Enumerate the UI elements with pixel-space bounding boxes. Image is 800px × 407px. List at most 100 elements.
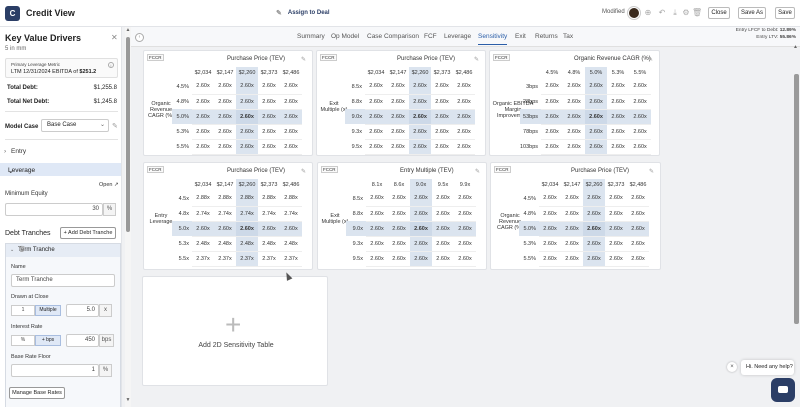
table-header-row: 8.1x 8.6x 9.0x 9.5x 9.9x [346, 179, 476, 191]
column-header: $2,147 [389, 70, 407, 76]
table-cell: 2.60x [258, 124, 280, 140]
tab-op-model[interactable]: Op Model [331, 33, 360, 40]
scrollbar-thumb[interactable] [126, 37, 130, 232]
add-sensitivity-table-label: Add 2D Sensitivity Table [198, 342, 274, 349]
scroll-up-icon[interactable]: ▲ [793, 44, 798, 50]
edit-icon[interactable]: ✎ [300, 169, 306, 175]
column-header: 5.0% [585, 67, 608, 79]
main-scrollbar[interactable]: ▲ [793, 44, 799, 407]
edit-icon[interactable]: ✎ [474, 169, 480, 175]
table-cell: 2.74x [192, 206, 214, 222]
table-row: 8.8x 2.60x 2.60x 2.60x 2.60x 2.60x [346, 206, 476, 222]
table-cell: 2.37x [280, 251, 302, 267]
name-label: Name [11, 264, 26, 270]
table-cell: 2.60x [410, 191, 432, 207]
row-header: 53bps [520, 109, 542, 124]
edit-icon[interactable]: ✎ [112, 123, 118, 130]
edit-icon[interactable]: ✎ [473, 57, 479, 63]
save-as-button[interactable]: Save As [738, 7, 766, 19]
close-icon[interactable]: ✕ [111, 33, 118, 42]
tab-leverage[interactable]: Leverage [444, 33, 472, 40]
table-row: 5.5% 2.60x 2.60x 2.60x 2.60x 2.60x [519, 251, 649, 267]
section-entry[interactable]: › Entry [4, 148, 26, 155]
chat-close-icon[interactable]: × [727, 362, 737, 372]
drawn-unit-toggle[interactable]: 1 [11, 305, 35, 316]
tab-case-comparison[interactable]: Case Comparison [367, 33, 420, 40]
row-header: 8.5x [352, 195, 363, 202]
table-column-title: Purchase Price (TEV) [227, 168, 286, 174]
close-button[interactable]: Close [708, 7, 730, 19]
manage-base-rates-button[interactable]: Manage Base Rates [9, 387, 65, 399]
tab-tax[interactable]: Tax [563, 33, 574, 40]
column-header: $2,147 [216, 70, 234, 76]
pencil-icon: ✎ [276, 10, 282, 17]
trash-icon[interactable]: 🗑 [18, 247, 26, 253]
table-row: 4.8% 2.60x 2.60x 2.60x 2.60x 2.60x [519, 206, 649, 222]
edit-icon[interactable]: ✎ [647, 57, 653, 63]
column-header: $2,034 [541, 182, 559, 188]
table-cell: 2.74x [236, 206, 258, 222]
add-debt-tranche-button[interactable]: + Add Debt Tranche [60, 227, 116, 239]
scroll-up-icon[interactable]: ▲ [125, 27, 131, 33]
table-row: 5.0x 2.60x 2.60x 2.60x 2.60x 2.60x [172, 221, 302, 237]
scrollbar-thumb[interactable] [794, 74, 799, 324]
row-header: 5.5% [523, 255, 536, 262]
download-icon[interactable]: ⤓ [673, 8, 677, 17]
table-row: 103bps 2.60x 2.60x 2.60x 2.60x 2.60x [520, 139, 652, 155]
info-icon[interactable]: i [108, 62, 114, 68]
table-cell: 2.60x [388, 251, 410, 267]
edit-icon[interactable]: ✎ [648, 169, 654, 175]
chat-launcher-button[interactable] [771, 378, 795, 402]
tab-sensitivity[interactable]: Sensitivity [478, 33, 508, 45]
sensitivity-grid: $2,034 $2,147 $2,260 $2,373 $2,486 4.5x 2.88x 2… [172, 179, 302, 267]
add-icon[interactable]: ⊕ [644, 8, 652, 17]
table-cell: 2.60x [583, 221, 605, 237]
table-cell: 2.60x [585, 139, 608, 155]
table-column-title: Entry Multiple (TEV) [400, 168, 454, 174]
add-sensitivity-table-card[interactable]: + Add 2D Sensitivity Table [142, 276, 328, 386]
row-header: 4.8% [176, 98, 189, 105]
table-cell: 2.60x [583, 191, 605, 207]
scroll-down-icon[interactable]: ▼ [125, 397, 131, 403]
table-cell: 2.60x [629, 139, 652, 155]
edit-icon[interactable]: ✎ [300, 57, 306, 63]
tab-exit[interactable]: Exit [515, 33, 526, 40]
interest-percent-toggle[interactable]: % [11, 335, 35, 346]
save-button[interactable]: Save [775, 7, 795, 19]
collapse-panel-icon[interactable]: ‹ [135, 33, 144, 42]
model-case-select[interactable]: Base Case ⌄ [41, 119, 109, 132]
table-cell: 2.60x [561, 191, 583, 207]
section-leverage[interactable]: ⌄ Leverage [0, 163, 121, 176]
open-link[interactable]: Open ↗ [99, 182, 119, 188]
column-header: $2,486 [629, 182, 647, 188]
base-rate-floor-input[interactable]: 1 [11, 364, 99, 377]
table-cell: 2.60x [280, 139, 302, 155]
avatar[interactable] [628, 7, 640, 19]
drawn-at-close-input[interactable]: 5.0 [66, 304, 99, 317]
total-debt-value: $1,255.8 [93, 85, 117, 91]
corner-cell [520, 67, 541, 79]
table-cell: 2.60x [410, 206, 432, 222]
tab-fcf[interactable]: FCF [424, 33, 437, 40]
table-cell: 2.60x [541, 94, 564, 110]
undo-icon[interactable]: ↶ [658, 8, 666, 17]
drawn-multiple-toggle[interactable]: Multiple [35, 305, 61, 316]
term-tranche-header[interactable]: ⌄ Term Tranche 🗑 [6, 244, 120, 257]
assign-to-deal-button[interactable]: ✎ Assign to Deal [276, 9, 330, 17]
tab-returns[interactable]: Returns [535, 33, 558, 40]
interest-rate-input[interactable]: 450 [66, 334, 99, 347]
minimum-equity-input[interactable]: 30 [5, 203, 103, 216]
trash-icon[interactable]: 🗑 [692, 8, 703, 17]
interest-bps-toggle[interactable]: + bps [35, 335, 61, 346]
table-row-title: Organic Revenue CAGR (%) [148, 101, 174, 119]
settings-icon[interactable]: ⚙ [682, 8, 690, 17]
assign-to-deal-label: Assign to Deal [287, 10, 330, 16]
tranche-name-input[interactable]: Term Tranche [11, 274, 115, 287]
table-cell: 2.60x [585, 79, 608, 95]
sidebar-scrollbar[interactable]: ▲ ▼ [125, 27, 131, 407]
tab-summary[interactable]: Summary [297, 33, 325, 40]
chat-greeting[interactable]: Hi. Need any help? [741, 360, 794, 375]
column-header: $2,260 [236, 67, 258, 79]
table-cell: 2.60x [627, 221, 649, 237]
entry-lfcf-to-debt: Entry LFCF to Debt: 12.89% [736, 28, 796, 33]
